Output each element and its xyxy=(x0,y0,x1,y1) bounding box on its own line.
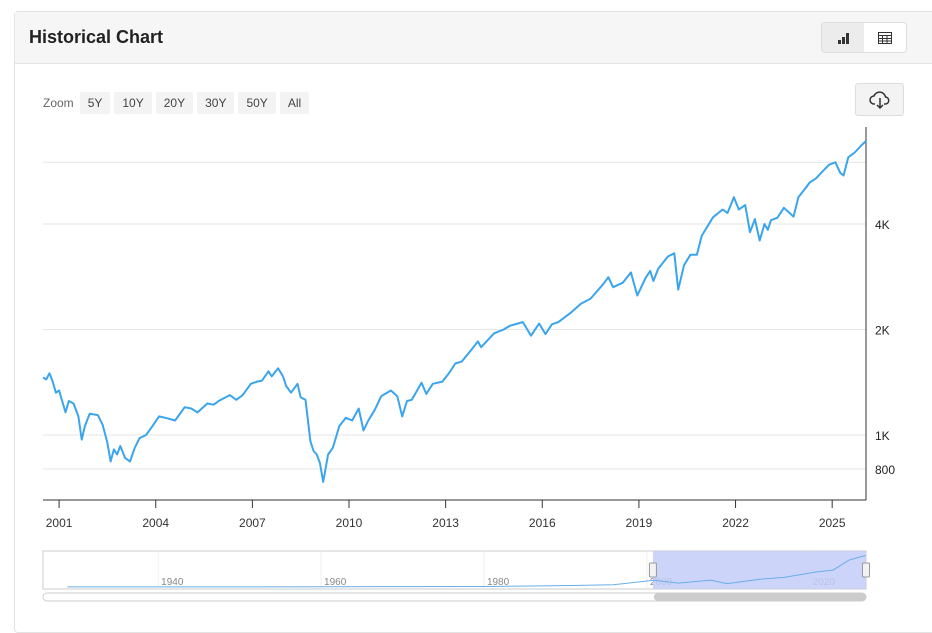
x-tick-label: 2010 xyxy=(336,516,363,530)
card-header: Historical Chart xyxy=(15,12,932,64)
zoom-50y-button[interactable]: 50Y xyxy=(238,92,276,114)
x-tick-label: 2001 xyxy=(46,516,73,530)
series-line xyxy=(42,140,867,483)
x-tick-label: 2016 xyxy=(529,516,556,530)
navigator-label: 1960 xyxy=(324,577,347,588)
x-tick-label: 2025 xyxy=(819,516,846,530)
navigator-handle[interactable] xyxy=(648,562,657,578)
y-tick-label: 1K xyxy=(875,429,890,443)
navigator-label: 1980 xyxy=(487,577,510,588)
y-tick-label: 4K xyxy=(875,218,890,232)
x-tick-label: 2013 xyxy=(432,516,459,530)
x-tick-label: 2004 xyxy=(142,516,169,530)
y-tick-label: 2K xyxy=(875,324,890,338)
x-tick-label: 2022 xyxy=(722,516,749,530)
zoom-20y-button[interactable]: 20Y xyxy=(155,92,194,114)
table-icon xyxy=(878,31,892,44)
zoom-10y-button[interactable]: 10Y xyxy=(114,92,152,114)
x-tick-label: 2007 xyxy=(239,516,266,530)
chart-svg: 800 1K 2K 4K 2001 2004 2007 2010 2013 2016 2019 202… xyxy=(42,127,895,602)
chart-card: Historical Chart xyxy=(14,11,932,633)
chart-icon xyxy=(838,32,849,44)
download-button[interactable] xyxy=(855,83,904,116)
page-title: Historical Chart xyxy=(29,27,164,47)
zoom-30y-button[interactable]: 30Y xyxy=(197,92,235,114)
navigator-line xyxy=(67,555,866,588)
download-cloud-icon xyxy=(868,90,889,109)
zoom-bar: Zoom 5Y 10Y 20Y 30Y 50Y All xyxy=(43,92,310,114)
table-view-button[interactable] xyxy=(864,23,906,52)
navigator-handle[interactable] xyxy=(862,562,870,578)
zoom-label: Zoom xyxy=(43,96,74,110)
zoom-all-button[interactable]: All xyxy=(279,92,310,114)
zoom-5y-button[interactable]: 5Y xyxy=(79,92,111,114)
x-tick-label: 2019 xyxy=(626,516,653,530)
navigator-label: 1940 xyxy=(161,577,184,588)
scrollbar-thumb[interactable] xyxy=(653,593,866,601)
view-toggle xyxy=(821,22,907,53)
chart-view-button[interactable] xyxy=(822,23,864,52)
y-tick-label: 800 xyxy=(875,463,895,477)
